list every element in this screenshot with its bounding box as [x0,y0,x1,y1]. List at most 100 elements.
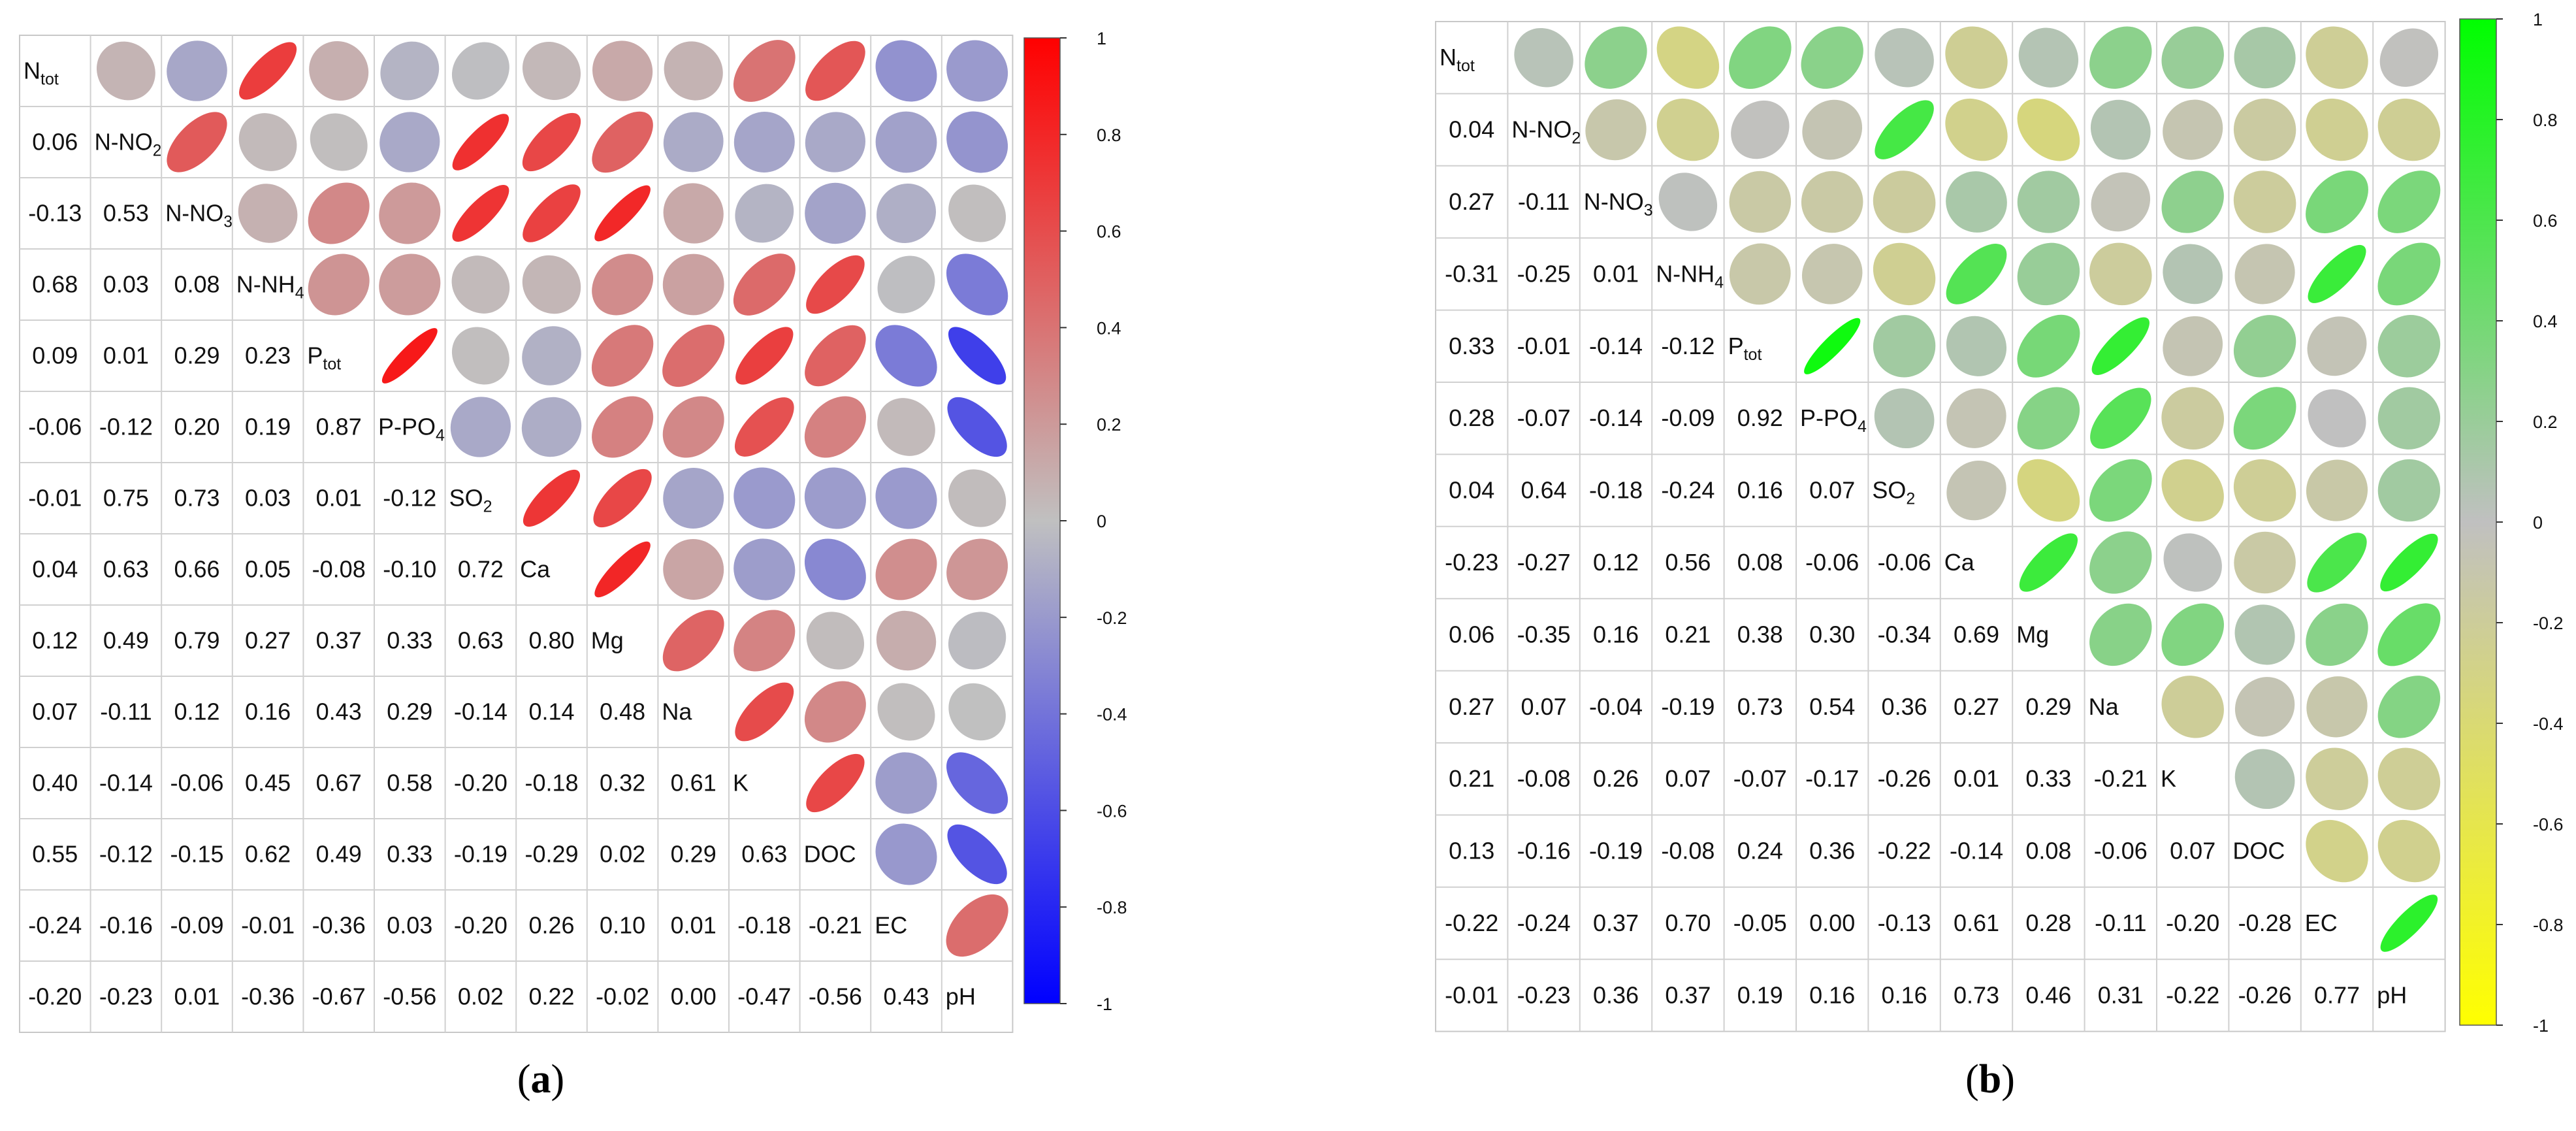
correlation-value: 0.07 [1521,693,1567,720]
correlation-value: 0.01 [1593,260,1639,287]
correlation-ellipse [804,467,866,529]
correlation-ellipse [662,324,725,387]
correlation-ellipse [733,538,796,600]
colorbar-tick-label: 0.8 [2533,110,2558,130]
correlation-ellipse [2306,26,2368,89]
correlation-value: 0.33 [1449,333,1494,359]
correlation-ellipse [522,112,581,172]
correlation-value: -0.06 [2094,838,2148,864]
correlation-ellipse [2163,244,2223,304]
correlation-ellipse [522,326,581,385]
correlation-ellipse [877,683,935,741]
correlation-ellipse [2308,389,2366,448]
correlation-ellipse [2161,459,2224,522]
correlation-value: -0.15 [170,841,223,868]
correlation-value: 0.28 [2025,910,2071,936]
correlation-value: 0.12 [174,698,219,725]
correlation-ellipse [2233,387,2296,450]
correlation-value: 0.05 [245,556,291,583]
correlation-value: 0.32 [600,770,645,796]
correlation-ellipse [1801,244,1863,304]
correlation-value: -0.18 [737,912,791,939]
correlation-ellipse [2379,28,2439,87]
correlation-ellipse [875,538,937,600]
correlation-value: 0.68 [32,271,78,298]
colorbar-tick-label: 0.2 [1097,415,1121,434]
correlation-panel-b: Ntot 0.04 N-NO2 0.27 -0.11 N-NO3 -0.31 -0.25 0.0… [1435,10,2564,1102]
correlation-ellipse [2161,171,2224,233]
correlation-value: -0.26 [2238,981,2292,1008]
variable-label: Ca [520,556,551,583]
correlation-ellipse [1946,244,2007,304]
correlation-ellipse [2377,387,2441,450]
correlation-ellipse [733,467,796,529]
correlation-value: -0.11 [1518,188,1570,215]
variable-label: pH [2377,981,2407,1008]
colorbar-tick-label: -0.4 [2533,714,2564,734]
correlation-value: -0.27 [1517,549,1571,576]
correlation-ellipse [806,612,865,670]
correlation-value: 0.37 [316,627,362,654]
correlation-value: -0.12 [383,485,436,512]
correlation-ellipse [238,184,298,243]
variable-label: EC [2305,910,2338,936]
variable-label: SO2 [449,485,492,516]
correlation-value: 0.16 [1882,981,1927,1008]
correlation-ellipse [522,255,581,314]
correlation-value: -0.06 [1805,549,1859,576]
correlation-value: 0.37 [1593,910,1639,936]
correlation-value: -0.13 [28,200,82,227]
correlation-value: 0.67 [316,770,362,796]
correlation-value: 0.03 [387,912,432,939]
correlation-value: 0.63 [458,627,504,654]
correlation-value: 0.27 [1954,693,1999,720]
correlation-value: 0.12 [1593,549,1639,576]
correlation-ellipse [2377,676,2441,738]
correlation-value: 0.56 [1665,549,1711,576]
correlation-value: 0.61 [1954,910,1999,936]
correlation-value: -0.22 [1445,910,1498,936]
correlation-ellipse [946,538,1008,600]
colorbar-tick-label: -0.4 [1097,705,1127,725]
correlation-ellipse [1945,26,2008,89]
correlation-value: 0.22 [528,983,574,1010]
correlation-ellipse [1875,100,1934,159]
correlation-value: 0.29 [387,698,432,725]
correlation-value: -0.16 [1517,838,1571,864]
correlation-value: 0.13 [1449,838,1494,864]
correlation-ellipse [662,396,724,458]
correlation-value: -0.29 [524,841,578,868]
variable-label: Ntot [1440,44,1475,75]
colorbar-tick-label: 1 [2533,10,2543,29]
correlation-value: -0.14 [1589,404,1643,431]
correlation-value: -0.14 [454,698,507,725]
correlation-ellipse [946,111,1008,173]
correlation-ellipse [805,41,865,101]
correlation-value: 0.07 [32,698,78,725]
correlation-value: 0.58 [387,770,432,796]
correlation-ellipse [2306,819,2368,883]
correlation-value: -0.56 [809,983,862,1010]
correlation-value: -0.12 [1661,333,1715,359]
correlation-value: -0.14 [1950,838,2003,864]
correlation-value: -0.23 [1517,981,1571,1008]
variable-label: Ptot [1728,333,1762,364]
correlation-ellipse [450,397,511,457]
correlation-ellipse [662,254,724,316]
correlation-ellipse [592,111,653,173]
correlation-value: -0.19 [1661,693,1715,720]
correlation-value: -0.16 [99,912,153,939]
correlation-value: -0.36 [241,983,295,1010]
correlation-ellipse [2090,387,2151,449]
correlation-ellipse [948,612,1006,670]
variable-label: K [733,770,749,796]
correlation-ellipse [2017,98,2080,161]
correlation-ellipse [2018,27,2079,88]
colorbar-tick-label: 0.2 [2533,412,2558,432]
colorbar-tick-label: -0.2 [1097,608,1127,628]
correlation-value: 0.49 [103,627,149,654]
correlation-ellipse [2163,316,2223,376]
correlation-value: -0.01 [1517,333,1571,359]
colorbar-tick-label: 0.4 [2533,312,2558,331]
correlation-ellipse [805,182,866,244]
